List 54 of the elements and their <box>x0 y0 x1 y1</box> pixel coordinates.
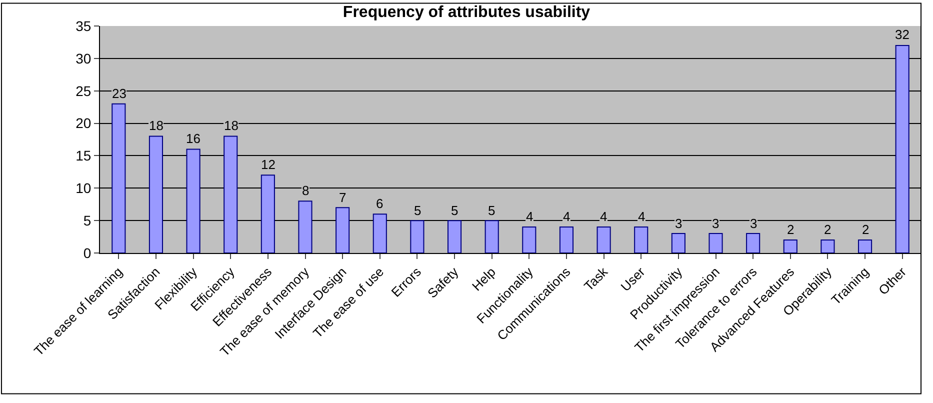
data-label: 4 <box>563 209 570 224</box>
data-label: 3 <box>675 216 682 231</box>
y-tick-label: 25 <box>76 82 92 99</box>
y-tick-label: 0 <box>83 244 92 261</box>
bar <box>112 103 126 253</box>
bar <box>148 136 164 253</box>
bar <box>224 136 238 253</box>
bar <box>783 240 798 253</box>
data-label: 6 <box>376 196 384 211</box>
bar <box>708 233 723 253</box>
bar <box>596 226 611 253</box>
bar <box>634 226 648 253</box>
data-label: 2 <box>862 222 870 237</box>
data-label: 18 <box>224 118 238 133</box>
data-label: 18 <box>149 118 164 133</box>
data-label: 5 <box>414 203 422 218</box>
bar <box>372 214 387 253</box>
bar <box>260 174 275 253</box>
bar <box>484 220 499 253</box>
x-tick-label: Task <box>581 264 611 294</box>
bar <box>522 226 536 253</box>
bar <box>336 207 350 253</box>
bar <box>858 240 872 253</box>
y-tick-label: 20 <box>76 115 92 132</box>
data-label: 4 <box>600 209 608 224</box>
data-label: 23 <box>112 86 126 101</box>
bar <box>410 220 424 253</box>
bar <box>671 233 686 253</box>
bar <box>447 220 462 253</box>
y-tick-label: 15 <box>76 148 92 164</box>
data-label: 7 <box>339 190 346 205</box>
data-label: 4 <box>638 209 646 224</box>
bar <box>746 233 760 253</box>
y-tick-label: 10 <box>76 180 92 196</box>
bar <box>895 44 910 253</box>
data-label: 5 <box>488 203 496 218</box>
bar <box>298 200 312 253</box>
y-tick-label: 35 <box>76 18 92 34</box>
data-label: 2 <box>787 222 794 237</box>
chart-title: Frequency of attributes usability <box>342 4 590 22</box>
data-label: 8 <box>302 183 310 198</box>
data-label: 5 <box>451 203 458 218</box>
y-tick-label: 30 <box>76 50 92 66</box>
data-label: 3 <box>712 216 720 231</box>
data-label: 4 <box>526 209 534 224</box>
data-label: 2 <box>824 222 832 237</box>
data-label: 32 <box>895 27 910 42</box>
bar <box>186 148 200 253</box>
data-label: 16 <box>186 131 200 146</box>
bar <box>820 240 835 253</box>
data-label: 3 <box>750 216 758 231</box>
y-tick-label: 5 <box>83 212 92 228</box>
bar <box>559 226 574 253</box>
data-label: 12 <box>261 157 276 172</box>
